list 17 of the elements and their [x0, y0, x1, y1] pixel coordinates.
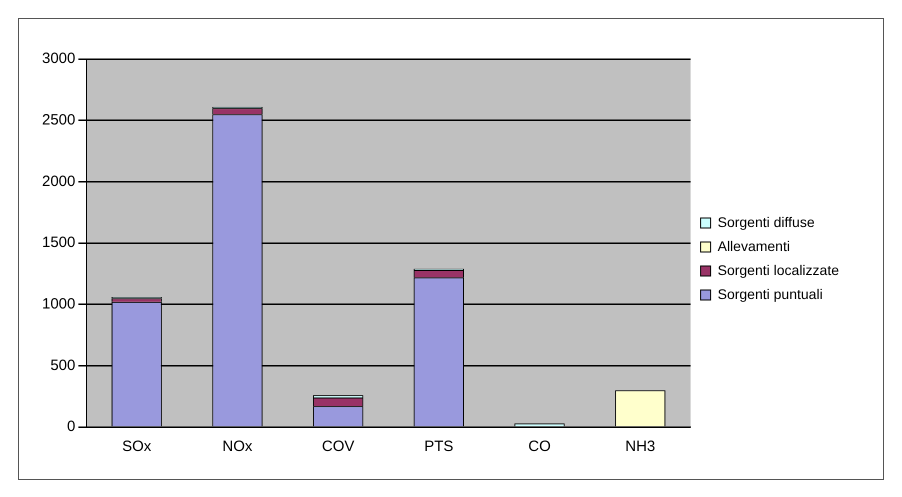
- y-tick-label: 0: [67, 418, 76, 436]
- legend-label: Allevamenti: [718, 238, 790, 254]
- x-tick-label: NH3: [625, 438, 656, 456]
- y-tick-label: 1500: [42, 234, 76, 252]
- legend-label: Sorgenti puntuali: [718, 286, 823, 302]
- x-tick-label: SOx: [122, 438, 152, 456]
- y-tick-label: 2500: [42, 111, 76, 128]
- x-tick-label: PTS: [424, 438, 454, 456]
- x-tick-label: COV: [322, 438, 354, 456]
- x-tick-label: CO: [528, 438, 551, 456]
- y-tick-label: 1000: [42, 295, 76, 312]
- y-tick-label: 3000: [42, 50, 76, 68]
- x-tick-label: NOx: [222, 438, 253, 456]
- legend-label: Sorgenti diffuse: [718, 214, 815, 230]
- y-tick-label: 500: [50, 356, 76, 374]
- legend-label: Sorgenti localizzate: [718, 262, 840, 278]
- y-tick-label: 2000: [42, 172, 76, 190]
